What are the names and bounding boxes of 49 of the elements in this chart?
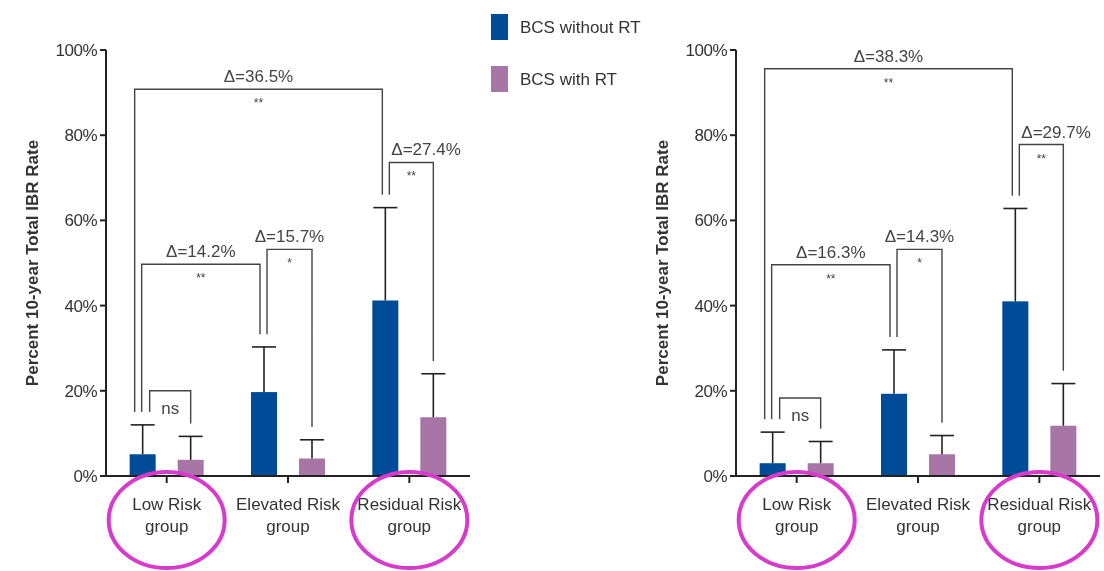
y-tick-label: 0%	[73, 466, 98, 486]
annotation: **	[406, 169, 417, 184]
annotation: *	[917, 256, 923, 271]
y-tick-label: 80%	[64, 126, 98, 146]
annotation: ns	[791, 406, 810, 426]
legend-label: BCS without RT	[520, 17, 641, 37]
y-tick-label: 60%	[694, 211, 728, 231]
annotation: Δ=38.3%	[853, 46, 924, 66]
bar	[372, 300, 399, 476]
y-tick-label: 100%	[685, 40, 728, 60]
annotation: Δ=14.3%	[884, 227, 955, 247]
annotation: Δ=36.5%	[223, 67, 294, 87]
annotation: *	[287, 256, 293, 271]
annotation: **	[1036, 151, 1047, 166]
y-axis-title: Percent 10-year Total IBR Rate	[23, 139, 42, 387]
bar	[1050, 425, 1077, 476]
y-tick-label: 80%	[694, 126, 728, 146]
y-axis-title: Percent 10-year Total IBR Rate	[653, 139, 672, 387]
y-tick-label: 20%	[64, 381, 98, 401]
bar	[299, 458, 325, 476]
y-tick-label: 100%	[55, 40, 98, 60]
x-tick-label: Low Risk group	[132, 495, 202, 536]
annotation: Δ=15.7%	[254, 227, 325, 247]
y-tick-label: 40%	[64, 296, 98, 316]
y-tick-label: 20%	[694, 381, 728, 401]
x-tick-label: Residual Risk group	[357, 495, 462, 536]
annotation: Δ=14.2%	[166, 242, 236, 262]
x-tick-label: Elevated Risk group	[866, 495, 971, 536]
annotation: **	[253, 96, 264, 111]
x-tick-label: Elevated Risk group	[236, 495, 341, 536]
bar	[929, 454, 955, 476]
bar	[420, 417, 447, 476]
y-tick-label: 0%	[703, 466, 728, 486]
y-tick-label: 60%	[64, 211, 98, 231]
legend-label: BCS with RT	[520, 69, 617, 89]
annotation: **	[883, 75, 894, 90]
x-tick-label: Low Risk group	[762, 495, 832, 536]
annotation: Δ=27.4%	[391, 140, 461, 160]
annotation: Δ=29.7%	[1021, 122, 1091, 142]
bar	[881, 393, 907, 476]
bar	[1002, 301, 1029, 476]
bar	[251, 392, 277, 476]
annotation: **	[826, 271, 836, 286]
y-tick-label: 40%	[694, 296, 728, 316]
annotation: ns	[161, 398, 180, 418]
annotation: **	[196, 271, 206, 286]
bar	[129, 454, 156, 476]
annotation: Δ=16.3%	[796, 242, 866, 262]
x-tick-label: Residual Risk group	[987, 495, 1092, 536]
